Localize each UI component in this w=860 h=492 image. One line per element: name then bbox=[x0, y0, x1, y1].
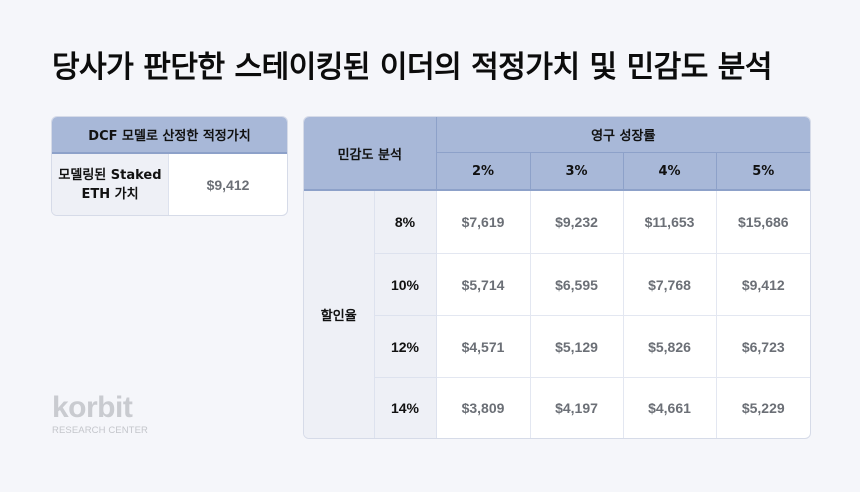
row-header: 12% bbox=[374, 315, 437, 379]
table-row: 12% $4,571 $5,129 $5,826 $6,723 bbox=[304, 315, 810, 379]
table-cell: $11,653 bbox=[623, 190, 717, 255]
column-group-header: 영구 성장률 bbox=[436, 117, 810, 153]
row-header: 8% bbox=[374, 190, 437, 255]
korbit-logo: korbit RESEARCH CENTER bbox=[52, 391, 148, 437]
column-header: 3% bbox=[530, 152, 624, 191]
column-header: 4% bbox=[623, 152, 717, 191]
table-row: 10% $5,714 $6,595 $7,768 $9,412 bbox=[304, 253, 810, 317]
table-cell: $15,686 bbox=[716, 190, 810, 255]
dcf-label-line2: ETH 가치 bbox=[81, 186, 139, 202]
dcf-card-value: $9,412 bbox=[206, 176, 250, 193]
dcf-card-row: 모델링된 Staked ETH 가치 $9,412 bbox=[52, 154, 287, 215]
table-cell: $9,232 bbox=[530, 190, 624, 255]
table-cell: $7,619 bbox=[436, 190, 531, 255]
dcf-fair-value-card: DCF 모델로 산정한 적정가치 모델링된 Staked ETH 가치 $9,4… bbox=[51, 116, 288, 216]
logo-subtext: RESEARCH CENTER bbox=[52, 425, 148, 436]
table-cell: $6,723 bbox=[716, 315, 810, 379]
dcf-card-header: DCF 모델로 산정한 적정가치 bbox=[52, 117, 287, 154]
table-cell: $5,714 bbox=[436, 253, 531, 317]
table-cell: $5,229 bbox=[741, 400, 785, 417]
page-title: 당사가 판단한 스테이킹된 이더의 적정가치 및 민감도 분석 bbox=[52, 50, 773, 85]
column-header: 5% bbox=[716, 152, 810, 191]
table-cell: $4,571 bbox=[436, 315, 531, 379]
table-cell: $7,768 bbox=[623, 253, 717, 317]
table-cell: $6,595 bbox=[530, 253, 624, 317]
table-header-row-1: 민감도 분석 영구 성장률 bbox=[304, 117, 810, 191]
dcf-card-label: 모델링된 Staked ETH 가치 bbox=[52, 154, 169, 215]
table-cell: $9,412 bbox=[716, 253, 810, 317]
row-header: 10% bbox=[374, 253, 437, 317]
column-header: 2% bbox=[436, 152, 531, 191]
table-cell: $3,809 bbox=[436, 377, 531, 438]
table-row: 할인율 8% $7,619 $9,232 $11,653 $15,686 bbox=[304, 190, 810, 438]
sensitivity-table: 민감도 분석 영구 성장률 2% 3% 4% 5% 할인율 8% $7,619 … bbox=[304, 117, 810, 438]
sensitivity-table-card: 민감도 분석 영구 성장률 2% 3% 4% 5% 할인율 8% $7,619 … bbox=[303, 116, 811, 439]
table-header-row-2: 2% 3% 4% 5% bbox=[304, 152, 810, 191]
table-cell: $5,129 bbox=[530, 315, 624, 379]
row-header: 14% bbox=[374, 377, 437, 438]
table-cell: $5,826 bbox=[623, 315, 717, 379]
table-cell: $4,661 bbox=[623, 377, 717, 438]
logo-wordmark: korbit bbox=[52, 391, 133, 424]
row-group-header: 할인율 bbox=[304, 190, 375, 438]
corner-header: 민감도 분석 bbox=[304, 117, 437, 191]
dcf-label-line1: 모델링된 Staked bbox=[58, 167, 162, 183]
table-row: 14% $3,809 $4,197 $4,661 $5,229 bbox=[304, 377, 810, 438]
table-cell: $4,197 bbox=[530, 377, 624, 438]
